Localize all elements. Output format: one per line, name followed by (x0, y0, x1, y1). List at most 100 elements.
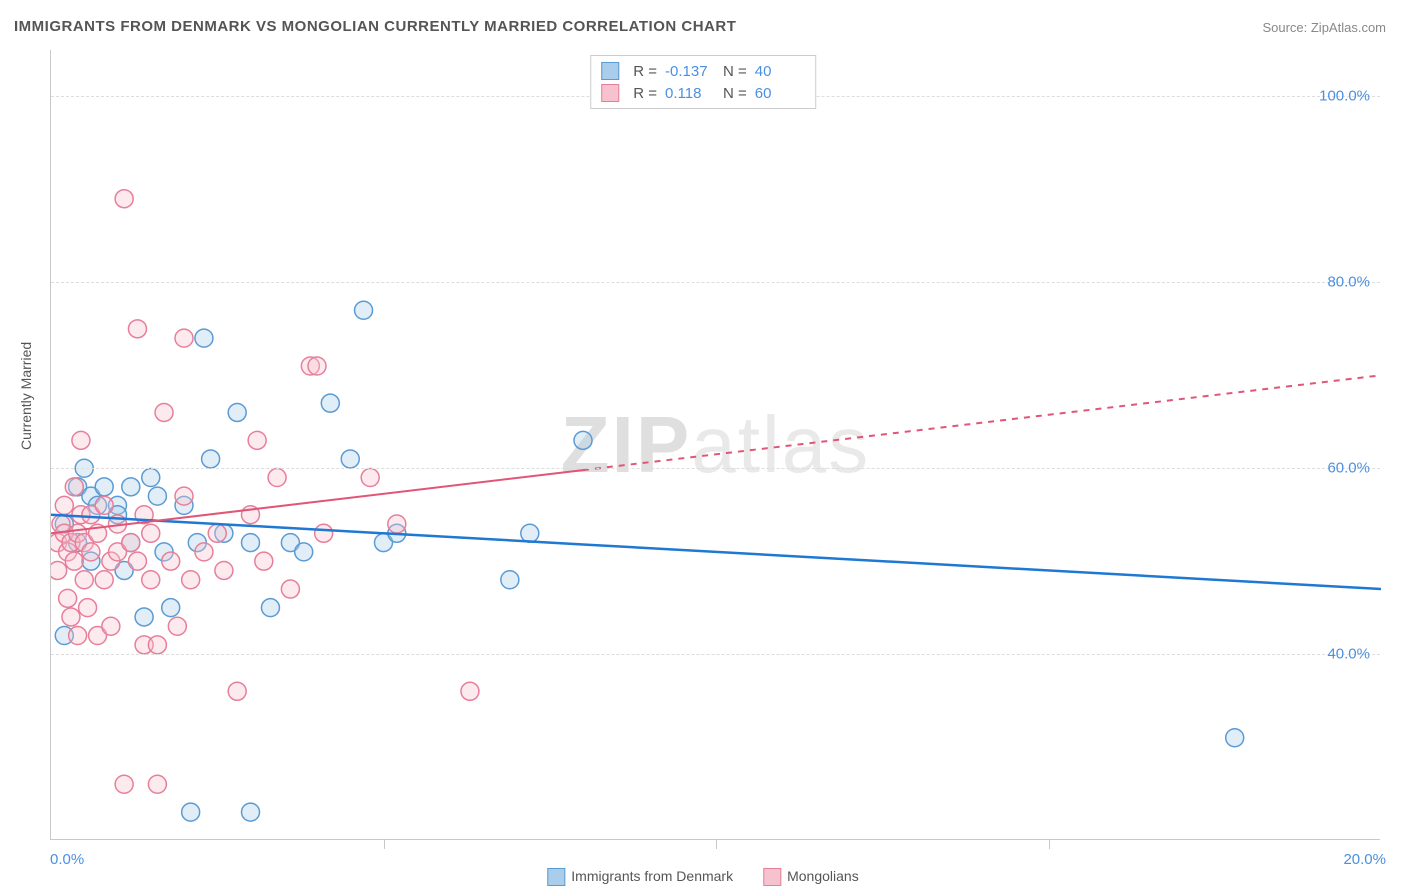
data-point (69, 524, 87, 542)
series-legend: Immigrants from Denmark Mongolians (547, 868, 858, 886)
data-point (182, 803, 200, 821)
data-point (59, 543, 77, 561)
n-value: 40 (755, 63, 805, 80)
source-label: Source: ZipAtlas.com (1262, 20, 1386, 35)
legend-item: Mongolians (763, 868, 859, 886)
data-point (51, 534, 67, 552)
data-point (248, 431, 266, 449)
watermark-bold: ZIP (561, 400, 691, 489)
stats-legend: R = -0.137 N = 40 R = 0.118 N = 60 (590, 55, 816, 109)
data-point (95, 496, 113, 514)
data-point (122, 534, 140, 552)
data-point (175, 496, 193, 514)
data-point (195, 329, 213, 347)
chart-svg (51, 50, 1381, 840)
data-point (55, 524, 73, 542)
data-point (128, 552, 146, 570)
data-point (72, 431, 90, 449)
data-point (102, 552, 120, 570)
data-point (69, 627, 87, 645)
gridline (51, 282, 1380, 283)
data-point (55, 515, 73, 533)
data-point (65, 478, 83, 496)
data-point (501, 571, 519, 589)
trend-line (51, 470, 583, 533)
watermark-rest: atlas (691, 400, 870, 489)
data-point (388, 515, 406, 533)
y-tick-label: 40.0% (1327, 646, 1370, 663)
legend-swatch (547, 868, 565, 886)
data-point (388, 524, 406, 542)
data-point (255, 552, 273, 570)
data-point (155, 403, 173, 421)
data-point (95, 478, 113, 496)
data-point (261, 599, 279, 617)
data-point (115, 190, 133, 208)
data-point (135, 506, 153, 524)
data-point (521, 524, 539, 542)
x-tick-label: 20.0% (1343, 851, 1386, 868)
legend-item: Immigrants from Denmark (547, 868, 733, 886)
r-value: -0.137 (665, 63, 715, 80)
data-point (82, 506, 100, 524)
data-point (89, 627, 107, 645)
data-point (102, 617, 120, 635)
data-point (59, 589, 77, 607)
data-point (135, 636, 153, 654)
r-value: 0.118 (665, 85, 715, 102)
r-label: R = (633, 85, 657, 102)
data-point (109, 543, 127, 561)
data-point (55, 496, 73, 514)
data-point (75, 571, 93, 589)
data-point (162, 599, 180, 617)
data-point (55, 627, 73, 645)
data-point (148, 487, 166, 505)
data-point (142, 524, 160, 542)
legend-label: Mongolians (787, 868, 859, 884)
data-point (228, 682, 246, 700)
legend-label: Immigrants from Denmark (571, 868, 733, 884)
data-point (79, 599, 97, 617)
data-point (321, 394, 339, 412)
data-point (268, 469, 286, 487)
data-point (182, 571, 200, 589)
data-point (315, 524, 333, 542)
data-point (51, 561, 67, 579)
stats-legend-row: R = 0.118 N = 60 (601, 82, 805, 104)
n-label: N = (723, 85, 747, 102)
data-point (375, 534, 393, 552)
data-point (72, 506, 90, 524)
x-tick (384, 839, 385, 849)
data-point (69, 534, 87, 552)
data-point (82, 552, 100, 570)
data-point (89, 524, 107, 542)
data-point (148, 775, 166, 793)
y-axis-label: Currently Married (18, 342, 34, 450)
x-tick (716, 839, 717, 849)
data-point (215, 524, 233, 542)
data-point (135, 608, 153, 626)
data-point (355, 301, 373, 319)
trend-line (51, 515, 583, 545)
data-point (142, 469, 160, 487)
data-point (308, 357, 326, 375)
data-point (242, 534, 260, 552)
data-point (75, 534, 93, 552)
data-point (281, 534, 299, 552)
data-point (52, 515, 70, 533)
plot-area: ZIPatlas 40.0%60.0%80.0%100.0% (50, 50, 1380, 840)
n-value: 60 (755, 85, 805, 102)
data-point (128, 320, 146, 338)
data-point (82, 487, 100, 505)
legend-swatch (601, 84, 619, 102)
legend-swatch (763, 868, 781, 886)
data-point (62, 608, 80, 626)
y-tick-label: 60.0% (1327, 460, 1370, 477)
data-point (115, 775, 133, 793)
y-tick-label: 100.0% (1319, 88, 1370, 105)
data-point (115, 561, 133, 579)
n-label: N = (723, 63, 747, 80)
data-point (574, 431, 592, 449)
data-point (82, 543, 100, 561)
data-point (109, 515, 127, 533)
